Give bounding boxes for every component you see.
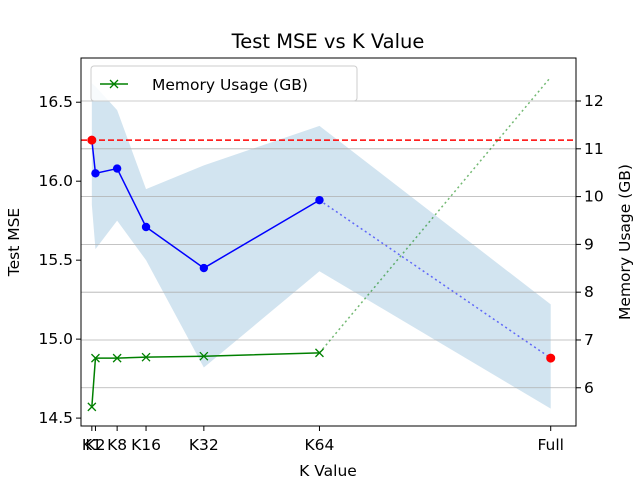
data-point (199, 263, 209, 273)
x-tick-label: K32 (189, 436, 219, 454)
confidence-bands (91, 83, 551, 409)
series-lines (91, 76, 552, 407)
x-tick-label: K8 (107, 436, 127, 454)
confidence-band (91, 83, 551, 409)
series-line-solid (91, 352, 320, 407)
y-right-tick-label: 11 (584, 140, 604, 158)
x-tick-label: K64 (305, 436, 335, 454)
y-right-tick-label: 6 (584, 379, 594, 397)
y-tick-label: 14.5 (38, 409, 73, 427)
y-right-tick-label: 9 (584, 235, 594, 253)
y-right-tick-label: 12 (584, 92, 604, 110)
y-right-tick-label: 8 (584, 283, 594, 301)
data-point (91, 169, 100, 178)
series-markers (87, 135, 556, 412)
y-tick-label: 16.0 (38, 172, 73, 190)
x-tick-label: Full (537, 436, 564, 454)
data-point-x (141, 352, 151, 362)
x-tick-label: K16 (131, 436, 161, 454)
y-right-tick-label: 10 (584, 188, 604, 206)
data-point-x (87, 402, 97, 412)
legend-label: Memory Usage (GB) (152, 76, 308, 94)
series-line-projected (319, 199, 552, 359)
legend-x-marker-icon (109, 79, 119, 89)
y-axis-right: 6 7 8 9 10 11 12 (576, 92, 604, 397)
y-tick-label: 15.5 (38, 251, 73, 269)
x-tick-label: K1 (82, 436, 102, 454)
y-axis-right-label: Memory Usage (GB) (616, 164, 634, 320)
data-point-x (90, 353, 100, 363)
data-point-x (199, 351, 209, 361)
x-tick-label: K2 (85, 436, 105, 454)
legend-box (90, 65, 358, 102)
y-tick-label: 15.0 (38, 330, 73, 348)
y-tick-label: 16.5 (38, 93, 73, 111)
chart-title: Test MSE vs K Value (231, 30, 425, 53)
highlight-point (87, 135, 97, 145)
y-right-tick-label: 7 (584, 331, 594, 349)
data-point-x (112, 353, 122, 363)
data-point (141, 222, 151, 232)
y-axis-label: Test MSE (5, 208, 23, 277)
data-point (112, 164, 122, 173)
y-axis-left: 14.5 15.0 15.5 16.0 16.5 (38, 93, 81, 427)
legend: Memory Usage (GB) (90, 65, 358, 102)
series-line-solid (91, 140, 320, 269)
x-axis-label: K Value (299, 462, 357, 480)
data-point-x (315, 348, 324, 358)
highlight-point (546, 353, 556, 363)
plot-frame (80, 57, 577, 427)
data-point (315, 195, 324, 205)
